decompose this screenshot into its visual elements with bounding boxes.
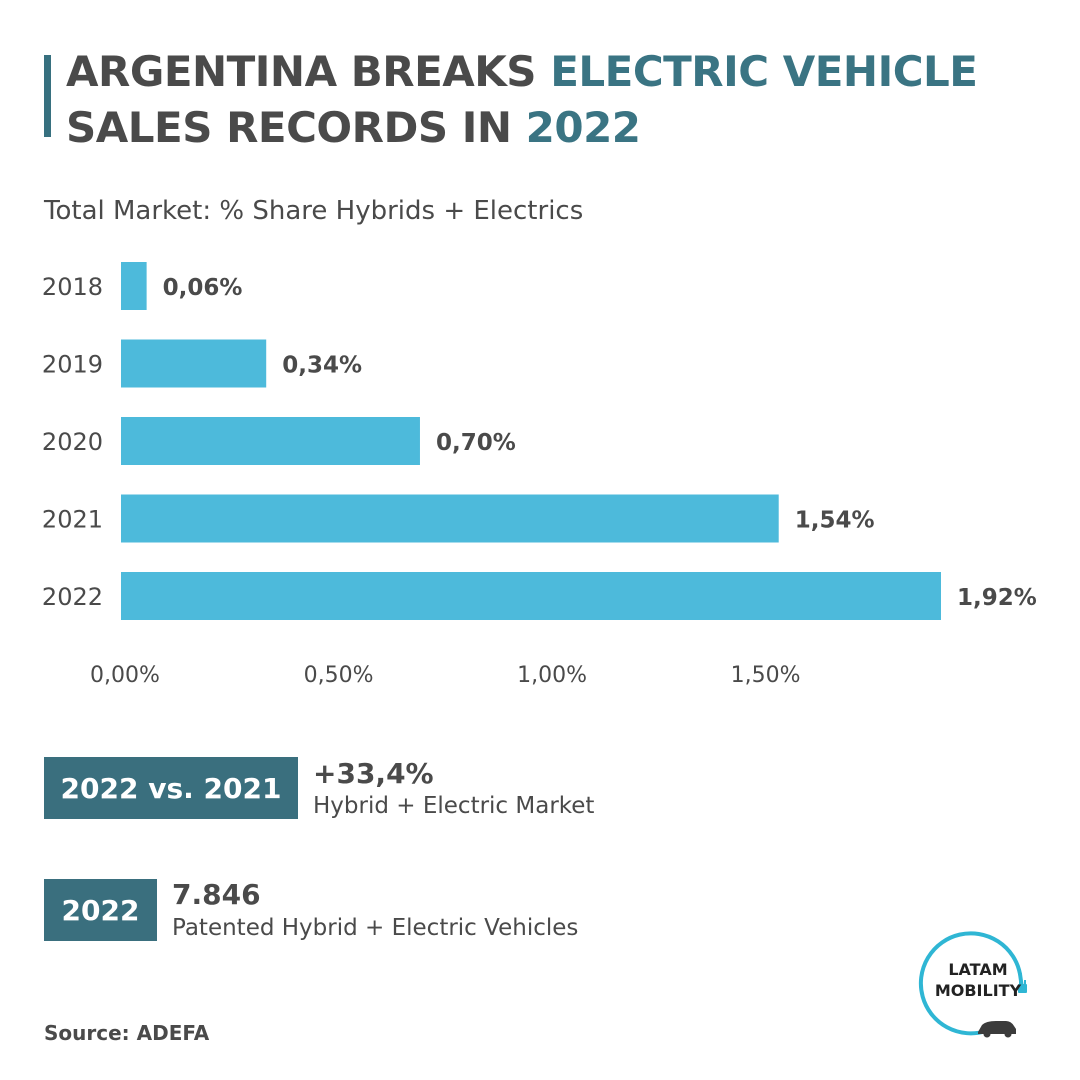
bar-chart: 2018 0,06% 2019 0,34% 2020 0,70% 2021 1,54% 2022… bbox=[42, 262, 1037, 688]
x-tick-label: 1,50% bbox=[731, 663, 801, 688]
y-tick-label: 2020 bbox=[42, 428, 103, 456]
stat-desc-vehicles: Patented Hybrid + Electric Vehicles bbox=[172, 915, 579, 941]
data-label: 1,54% bbox=[795, 508, 875, 534]
data-label: 0,34% bbox=[282, 353, 362, 379]
data-label: 0,06% bbox=[163, 275, 243, 301]
y-tick-label: 2018 bbox=[42, 273, 103, 301]
title-part-2: ELECTRIC VEHICLE bbox=[550, 47, 978, 96]
title-accent-bar bbox=[44, 55, 51, 137]
logo-line-2: MOBILITY bbox=[935, 981, 1022, 1000]
source-note: Source: ADEFA bbox=[44, 1021, 210, 1045]
title-part-4: 2022 bbox=[525, 103, 641, 152]
bar bbox=[121, 494, 779, 543]
x-tick-label: 0,50% bbox=[304, 663, 374, 688]
chart-title: Total Market: % Share Hybrids + Electric… bbox=[44, 196, 584, 226]
stat-box-comparison: 2022 vs. 2021 bbox=[44, 757, 298, 819]
title-part-3: SALES RECORDS IN bbox=[66, 103, 526, 152]
y-tick-label: 2022 bbox=[42, 583, 103, 611]
x-tick-label: 1,00% bbox=[517, 663, 587, 688]
plug-car-logo-icon: LATAM MOBILITY bbox=[918, 931, 1027, 1038]
data-label: 0,70% bbox=[436, 430, 516, 456]
y-tick-label: 2021 bbox=[42, 506, 103, 534]
title-part-1: ARGENTINA BREAKS bbox=[66, 47, 551, 96]
data-label: 1,92% bbox=[957, 585, 1037, 611]
stat-value-growth: +33,4% bbox=[313, 757, 434, 790]
bar bbox=[121, 572, 941, 620]
bar bbox=[121, 417, 420, 465]
stat-desc-growth: Hybrid + Electric Market bbox=[313, 793, 595, 819]
stat-value-vehicles: 7.846 bbox=[172, 878, 261, 911]
logo-line-1: LATAM bbox=[948, 960, 1007, 979]
page-title: ARGENTINA BREAKS ELECTRIC VEHICLE SALES … bbox=[66, 44, 1056, 156]
stat-box-year: 2022 bbox=[44, 879, 157, 941]
bar bbox=[121, 339, 267, 388]
y-tick-label: 2019 bbox=[42, 351, 103, 379]
x-tick-label: 0,00% bbox=[90, 663, 160, 688]
bar bbox=[121, 262, 147, 310]
